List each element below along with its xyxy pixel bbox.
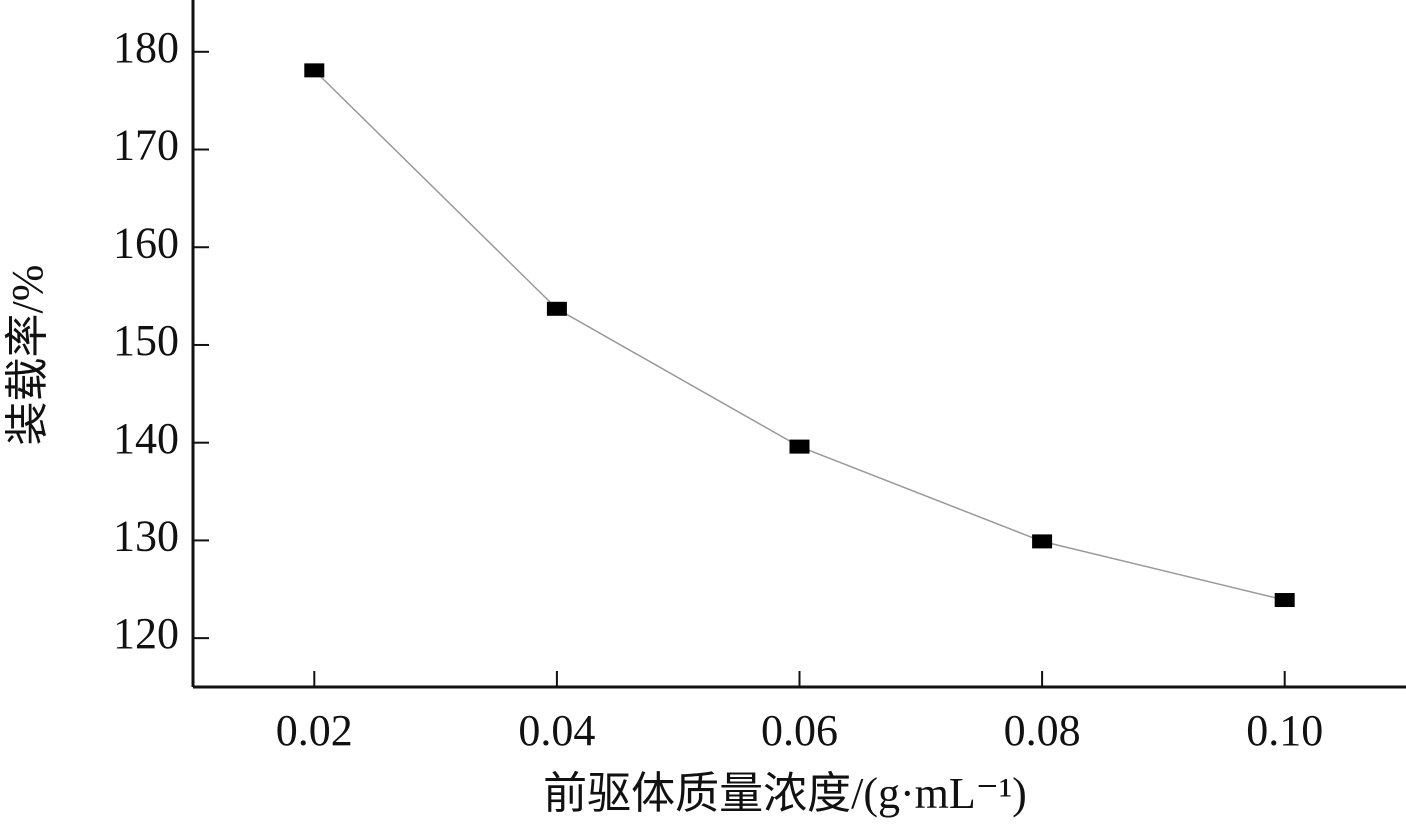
y-tick-label: 170 [113, 121, 179, 170]
x-tick-label: 0.06 [761, 706, 838, 755]
x-tick-label: 0.10 [1246, 706, 1323, 755]
x-tick-label: 0.08 [1004, 706, 1081, 755]
x-tick-label: 0.02 [276, 706, 353, 755]
data-point [304, 63, 325, 78]
y-tick-label: 140 [113, 414, 179, 463]
data-point [546, 301, 567, 316]
x-tick-label: 0.04 [518, 706, 595, 755]
y-tick-label: 180 [113, 23, 179, 72]
data-point [1032, 534, 1053, 549]
y-tick-label: 130 [113, 512, 179, 561]
x-axis-label: 前驱体质量浓度/(g·mL⁻¹) [543, 769, 1027, 818]
y-tick-label: 150 [113, 316, 179, 365]
data-point [1274, 593, 1295, 608]
series-line [313, 69, 1285, 601]
y-axis-label: 装载率/% [3, 265, 52, 446]
y-tick-label: 160 [113, 218, 179, 267]
data-point [789, 439, 810, 454]
y-tick-label: 120 [113, 609, 179, 658]
